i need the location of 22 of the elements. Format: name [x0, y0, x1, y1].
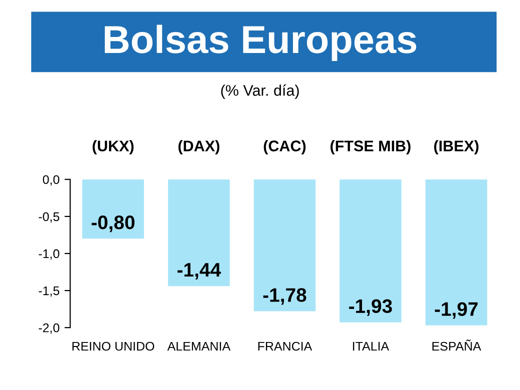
text: (DAX) — [178, 140, 220, 154]
y-tick-label: -2,0 — [38, 323, 60, 334]
y-tick-label: -1,0 — [38, 249, 60, 260]
y-tick-label: -1,5 — [38, 286, 60, 297]
x-tick-label: ALEMANIA — [167, 342, 230, 351]
x-tick-label: FRANCIA — [258, 342, 312, 351]
x-tick-label: REINO UNIDO — [72, 342, 154, 351]
text: (UKX) — [92, 140, 134, 154]
text: (IBEX) — [434, 140, 478, 154]
chart-subtitle: (% Var. día) — [221, 84, 299, 99]
x-tick-label: ITALIA — [353, 342, 390, 351]
data-label: -0,80 — [92, 216, 134, 232]
y-tick-label: -0,5 — [38, 212, 60, 223]
text: (CAC) — [264, 140, 306, 154]
data-label: -1,93 — [349, 299, 392, 316]
chart-title: Bolsas Europeas — [104, 24, 416, 62]
y-tick-label: 0,0 — [42, 175, 60, 186]
data-label: -1,44 — [178, 263, 221, 280]
data-label: -1,78 — [263, 288, 306, 305]
x-tick-label: ESPAÑA — [432, 340, 482, 351]
data-label: -1,97 — [434, 302, 478, 319]
text: (FTSE MIB) — [330, 140, 410, 154]
